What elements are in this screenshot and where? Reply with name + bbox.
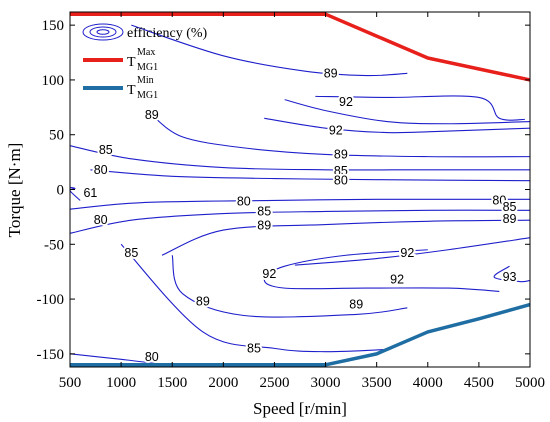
contour-label-25: 80 [145,350,159,364]
contour-label-22: 89 [196,294,210,308]
contour-label-7: 85 [334,164,348,178]
y-axis-label: Torque [N·m] [5,143,24,238]
contour-label-15: 89 [257,219,271,233]
legend: efficiency (%) T Max MG1 T Min MG1 [82,23,208,101]
x-tick-label-3500: 3500 [362,375,392,391]
x-tick-label-500: 500 [59,375,82,391]
x-tick-label-1000: 1000 [106,375,136,391]
contour-label-9: 61 [83,186,97,200]
legend-tmax-sub: MG1 [137,62,158,73]
legend-tmin-sup: Min [137,75,154,86]
tmax-line [70,12,531,82]
contour-label-18: 92 [400,246,414,260]
contour-line-92-13 [263,249,500,292]
y-tick-label-0: 0 [57,183,65,199]
contour-label-11: 80 [492,193,506,207]
contour-line-80-8 [69,198,531,210]
contour-label-17: 85 [124,246,138,260]
contour-line-89-12 [171,255,408,318]
contour-line-85-11 [120,243,387,353]
x-tick-label-4000: 4000 [413,375,443,391]
x-tick-label-4500: 4500 [464,375,494,391]
contour-label-0: 89 [324,66,338,80]
y-tick-label-150: 150 [42,18,65,34]
contour-line-89-4 [151,114,531,158]
contour-label-12: 80 [94,213,108,227]
contour-label-20: 92 [390,272,404,286]
contour-label-2: 92 [329,123,343,137]
legend-tmax-label: T [127,55,136,70]
svg-text:T: T [127,83,136,98]
contour-label-1: 92 [339,95,353,109]
y-tick-label--100: -100 [37,292,65,308]
contour-label-3: 89 [145,108,159,122]
y-tick-label--150: -150 [37,347,65,363]
contour-line-92-2 [284,99,531,125]
legend-tmax: T Max MG1 [83,47,158,73]
contour-line-61-7 [69,186,81,201]
tmin-line [70,302,531,367]
contour-line-92-3 [264,117,531,134]
contour-label-16: 89 [503,212,517,226]
y-tick-label-100: 100 [42,73,65,89]
contour-line-85-5 [69,145,530,171]
contour-line-80-6 [90,169,531,182]
contour-label-4: 85 [99,143,113,157]
contour-label-6: 80 [94,163,108,177]
contour-label-21: 93 [503,270,517,284]
svg-text:T: T [127,55,136,70]
legend-tmin-sub: MG1 [137,90,158,101]
contour-label-13: 85 [257,204,271,218]
y-tick-label-50: 50 [49,128,64,144]
x-tick-label-2000: 2000 [208,375,238,391]
legend-tmax-sup: Max [137,47,155,58]
contour-line-92-14 [294,237,531,266]
x-tick-label-5000: 5000 [515,375,545,391]
x-tick-label-2500: 2500 [259,375,289,391]
legend-tmin: T Min MG1 [83,75,158,101]
contour-icon [82,23,124,41]
x-axis-ticks: 500 1000 1500 2000 2500 3000 3500 4000 4500 5000 [59,12,545,391]
contour-label-10: 80 [237,195,251,209]
contour-line-93-15 [493,265,531,283]
contour-lines [69,24,531,366]
y-tick-label--50: -50 [44,237,64,253]
legend-efficiency: efficiency (%) [82,23,208,41]
contour-line-89-0 [131,24,408,77]
contour-label-23: 89 [349,298,363,312]
x-tick-label-3000: 3000 [311,375,341,391]
contour-label-14: 85 [503,200,517,214]
legend-tmin-label: T [127,83,136,98]
x-tick-label-1500: 1500 [157,375,187,391]
contour-line-89-10 [161,219,531,256]
contour-label-8: 80 [334,174,348,188]
x-axis-label: Speed [r/min] [253,399,347,418]
contour-line-92-1 [315,95,525,121]
contour-label-19: 92 [262,267,276,281]
contour-label-24: 85 [247,341,261,355]
torque-limit-lines [70,12,531,367]
plot-area [70,12,530,367]
y-axis-ticks: -150 -100 -50 0 50 100 150 [37,18,530,363]
legend-efficiency-label: efficiency (%) [127,26,208,41]
contour-label-5: 89 [334,147,348,161]
contour-line-85-9 [69,209,531,234]
